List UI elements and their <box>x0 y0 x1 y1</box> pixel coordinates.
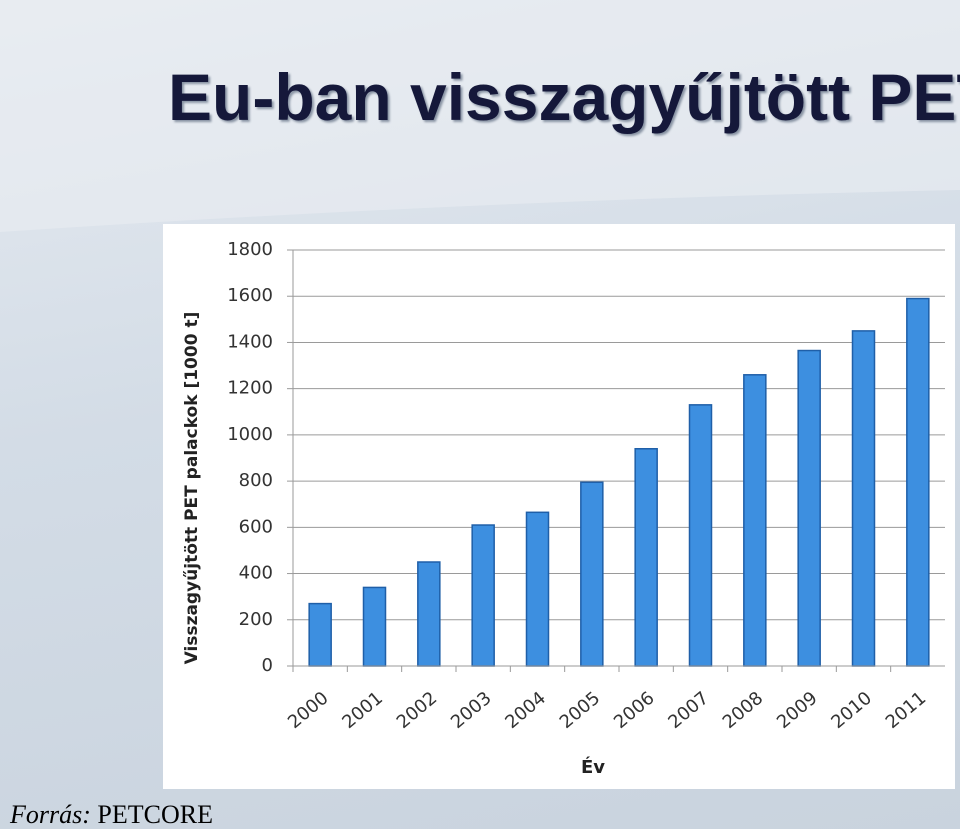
x-axis-label: Év <box>581 756 605 778</box>
bar <box>634 448 658 667</box>
y-tick-label: 800 <box>239 470 273 491</box>
y-axis-label: Visszagyűjtött PET palackok [1000 t] <box>182 312 202 665</box>
bar <box>471 524 495 667</box>
bar <box>688 404 713 667</box>
y-tick-label: 1200 <box>227 378 273 399</box>
source-label: Forrás: <box>10 800 91 829</box>
source-value: PETCORE <box>97 800 213 829</box>
bar <box>362 586 387 667</box>
bar <box>743 374 767 667</box>
bar <box>906 297 930 667</box>
y-tick-label: 0 <box>262 655 273 676</box>
background-swoosh <box>0 0 960 232</box>
y-tick-label: 400 <box>239 563 273 584</box>
source: Forrás: PETCORE <box>10 800 213 829</box>
y-tick-label: 600 <box>239 516 273 537</box>
bar <box>308 602 332 667</box>
y-tick-label: 1600 <box>227 285 273 306</box>
y-tick-label: 200 <box>239 609 273 630</box>
y-tick-label: 1800 <box>227 239 273 260</box>
y-tick-label: 1000 <box>227 424 273 445</box>
bar <box>851 330 876 667</box>
bar <box>525 511 550 667</box>
chart-panel <box>163 224 955 789</box>
bar <box>797 349 821 667</box>
y-tick-label: 1400 <box>227 331 273 352</box>
bar <box>417 561 441 667</box>
bar <box>580 481 604 667</box>
slide-title: Eu-ban visszagyűjtött PET <box>168 60 960 134</box>
